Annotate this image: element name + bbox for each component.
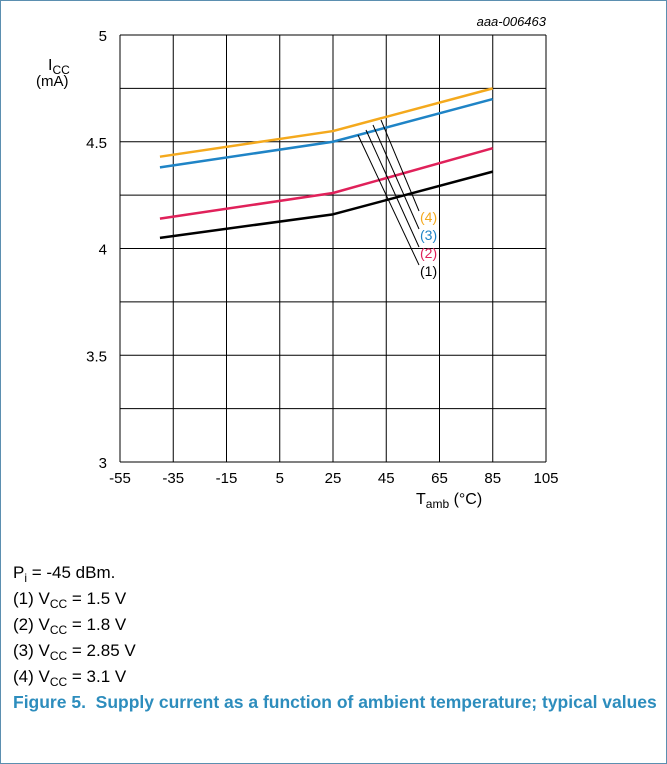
- x-tick-label: -55: [109, 470, 131, 487]
- x-tick-label: -15: [216, 470, 238, 487]
- figure-caption: Figure 5. Supply current as a function o…: [13, 690, 657, 714]
- x-tick-label: -35: [162, 470, 184, 487]
- figure-notes: Pi = -45 dBm. (1) VCC = 1.5 V (2) VCC = …: [13, 560, 136, 690]
- x-axis-label: Tamb (°C): [416, 491, 482, 511]
- series-line-3: [159, 97, 494, 169]
- leader-line-3: [372, 124, 420, 230]
- figure-id-label: aaa-006463: [477, 14, 547, 29]
- series-line-2: [159, 146, 494, 220]
- y-tick-label: 4.5: [86, 135, 107, 152]
- chart-series: [159, 87, 494, 240]
- note-series-4: (4) VCC = 3.1 V: [13, 667, 127, 689]
- x-tick-label: 85: [484, 470, 501, 487]
- note-series-2: (2) VCC = 1.8 V: [13, 615, 127, 637]
- leader-line-2: [365, 129, 420, 248]
- series-label-2: (2): [420, 245, 437, 261]
- figure-number: Figure 5.: [13, 692, 86, 712]
- note-series-1: (1) VCC = 1.5 V: [13, 589, 127, 611]
- series-label-4: (4): [420, 209, 437, 225]
- y-axis-label: ICC: [48, 57, 70, 77]
- note-series-3: (3) VCC = 2.85 V: [13, 641, 136, 663]
- y-tick-label: 4: [99, 242, 107, 259]
- y-tick-label: 3.5: [86, 348, 107, 365]
- x-tick-label: 105: [533, 470, 558, 487]
- note-input-power: Pi = -45 dBm.: [13, 563, 116, 585]
- chart-grid: [119, 34, 547, 463]
- x-tick-label: 25: [325, 470, 342, 487]
- leader-line-1: [357, 134, 420, 266]
- y-tick-label: 3: [99, 455, 107, 472]
- y-tick-label: 5: [99, 28, 107, 45]
- figure-caption-text: Supply current as a function of ambient …: [95, 692, 657, 712]
- chart-tick-labels: -55 -35 -15 5 25 45 65 85 105 3 3.5 4 4.5 5: [86, 28, 558, 487]
- series-line-4: [159, 87, 494, 158]
- series-label-3: (3): [420, 227, 437, 243]
- chart-leader-lines: [357, 119, 420, 266]
- series-label-1: (1): [420, 263, 437, 279]
- chart: -55 -35 -15 5 25 45 65 85 105 3 3.5 4 4.5 5 (1) (2) (3)…: [36, 14, 559, 511]
- chart-labels: (1) (2) (3) (4) aaa-006463 ICC(mA) Tamb (°C): [36, 14, 547, 511]
- x-tick-label: 45: [378, 470, 395, 487]
- series-line-1: [159, 170, 494, 240]
- x-tick-label: 5: [276, 470, 284, 487]
- y-axis-unit: (mA): [36, 73, 69, 90]
- x-tick-label: 65: [431, 470, 448, 487]
- leader-line-4: [380, 119, 420, 212]
